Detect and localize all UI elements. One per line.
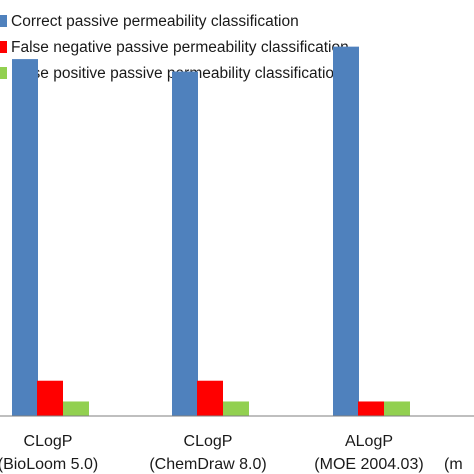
x-axis-tick-labels: CLogP (BioLoom 5.0) CLogP (ChemDraw 8.0) ALo… [0,433,463,473]
x-tick-label-4-line-2: (m [444,456,463,473]
bar-3-series-2 [358,401,384,416]
bar-1-series-2 [37,380,63,416]
x-tick-label-1-line-1: CLogP [24,433,73,450]
legend-swatch-3 [0,67,7,79]
x-tick-label-3-line-2: (MOE 2004.03) [314,456,423,473]
bar-3-series-3 [384,401,410,416]
bar-2-series-3 [223,401,249,416]
bars [12,46,410,417]
legend-swatch-1 [0,15,7,27]
legend-label-1: Correct passive permeability classificat… [11,13,299,30]
bar-1-series-3 [63,401,89,416]
bar-2-series-2 [197,380,223,416]
x-tick-label-2-line-1: CLogP [184,433,233,450]
bar-2-series-1 [172,71,198,417]
legend-swatch-2 [0,41,7,53]
x-tick-label-1-line-2: (BioLoom 5.0) [0,456,98,473]
x-tick-label-2-line-2: (ChemDraw 8.0) [149,456,266,473]
bar-1-series-1 [12,59,38,416]
legend-label-2: False negative passive permeability clas… [11,39,349,56]
x-tick-label-3-line-1: ALogP [345,433,393,450]
bar-3-series-1 [333,46,359,417]
